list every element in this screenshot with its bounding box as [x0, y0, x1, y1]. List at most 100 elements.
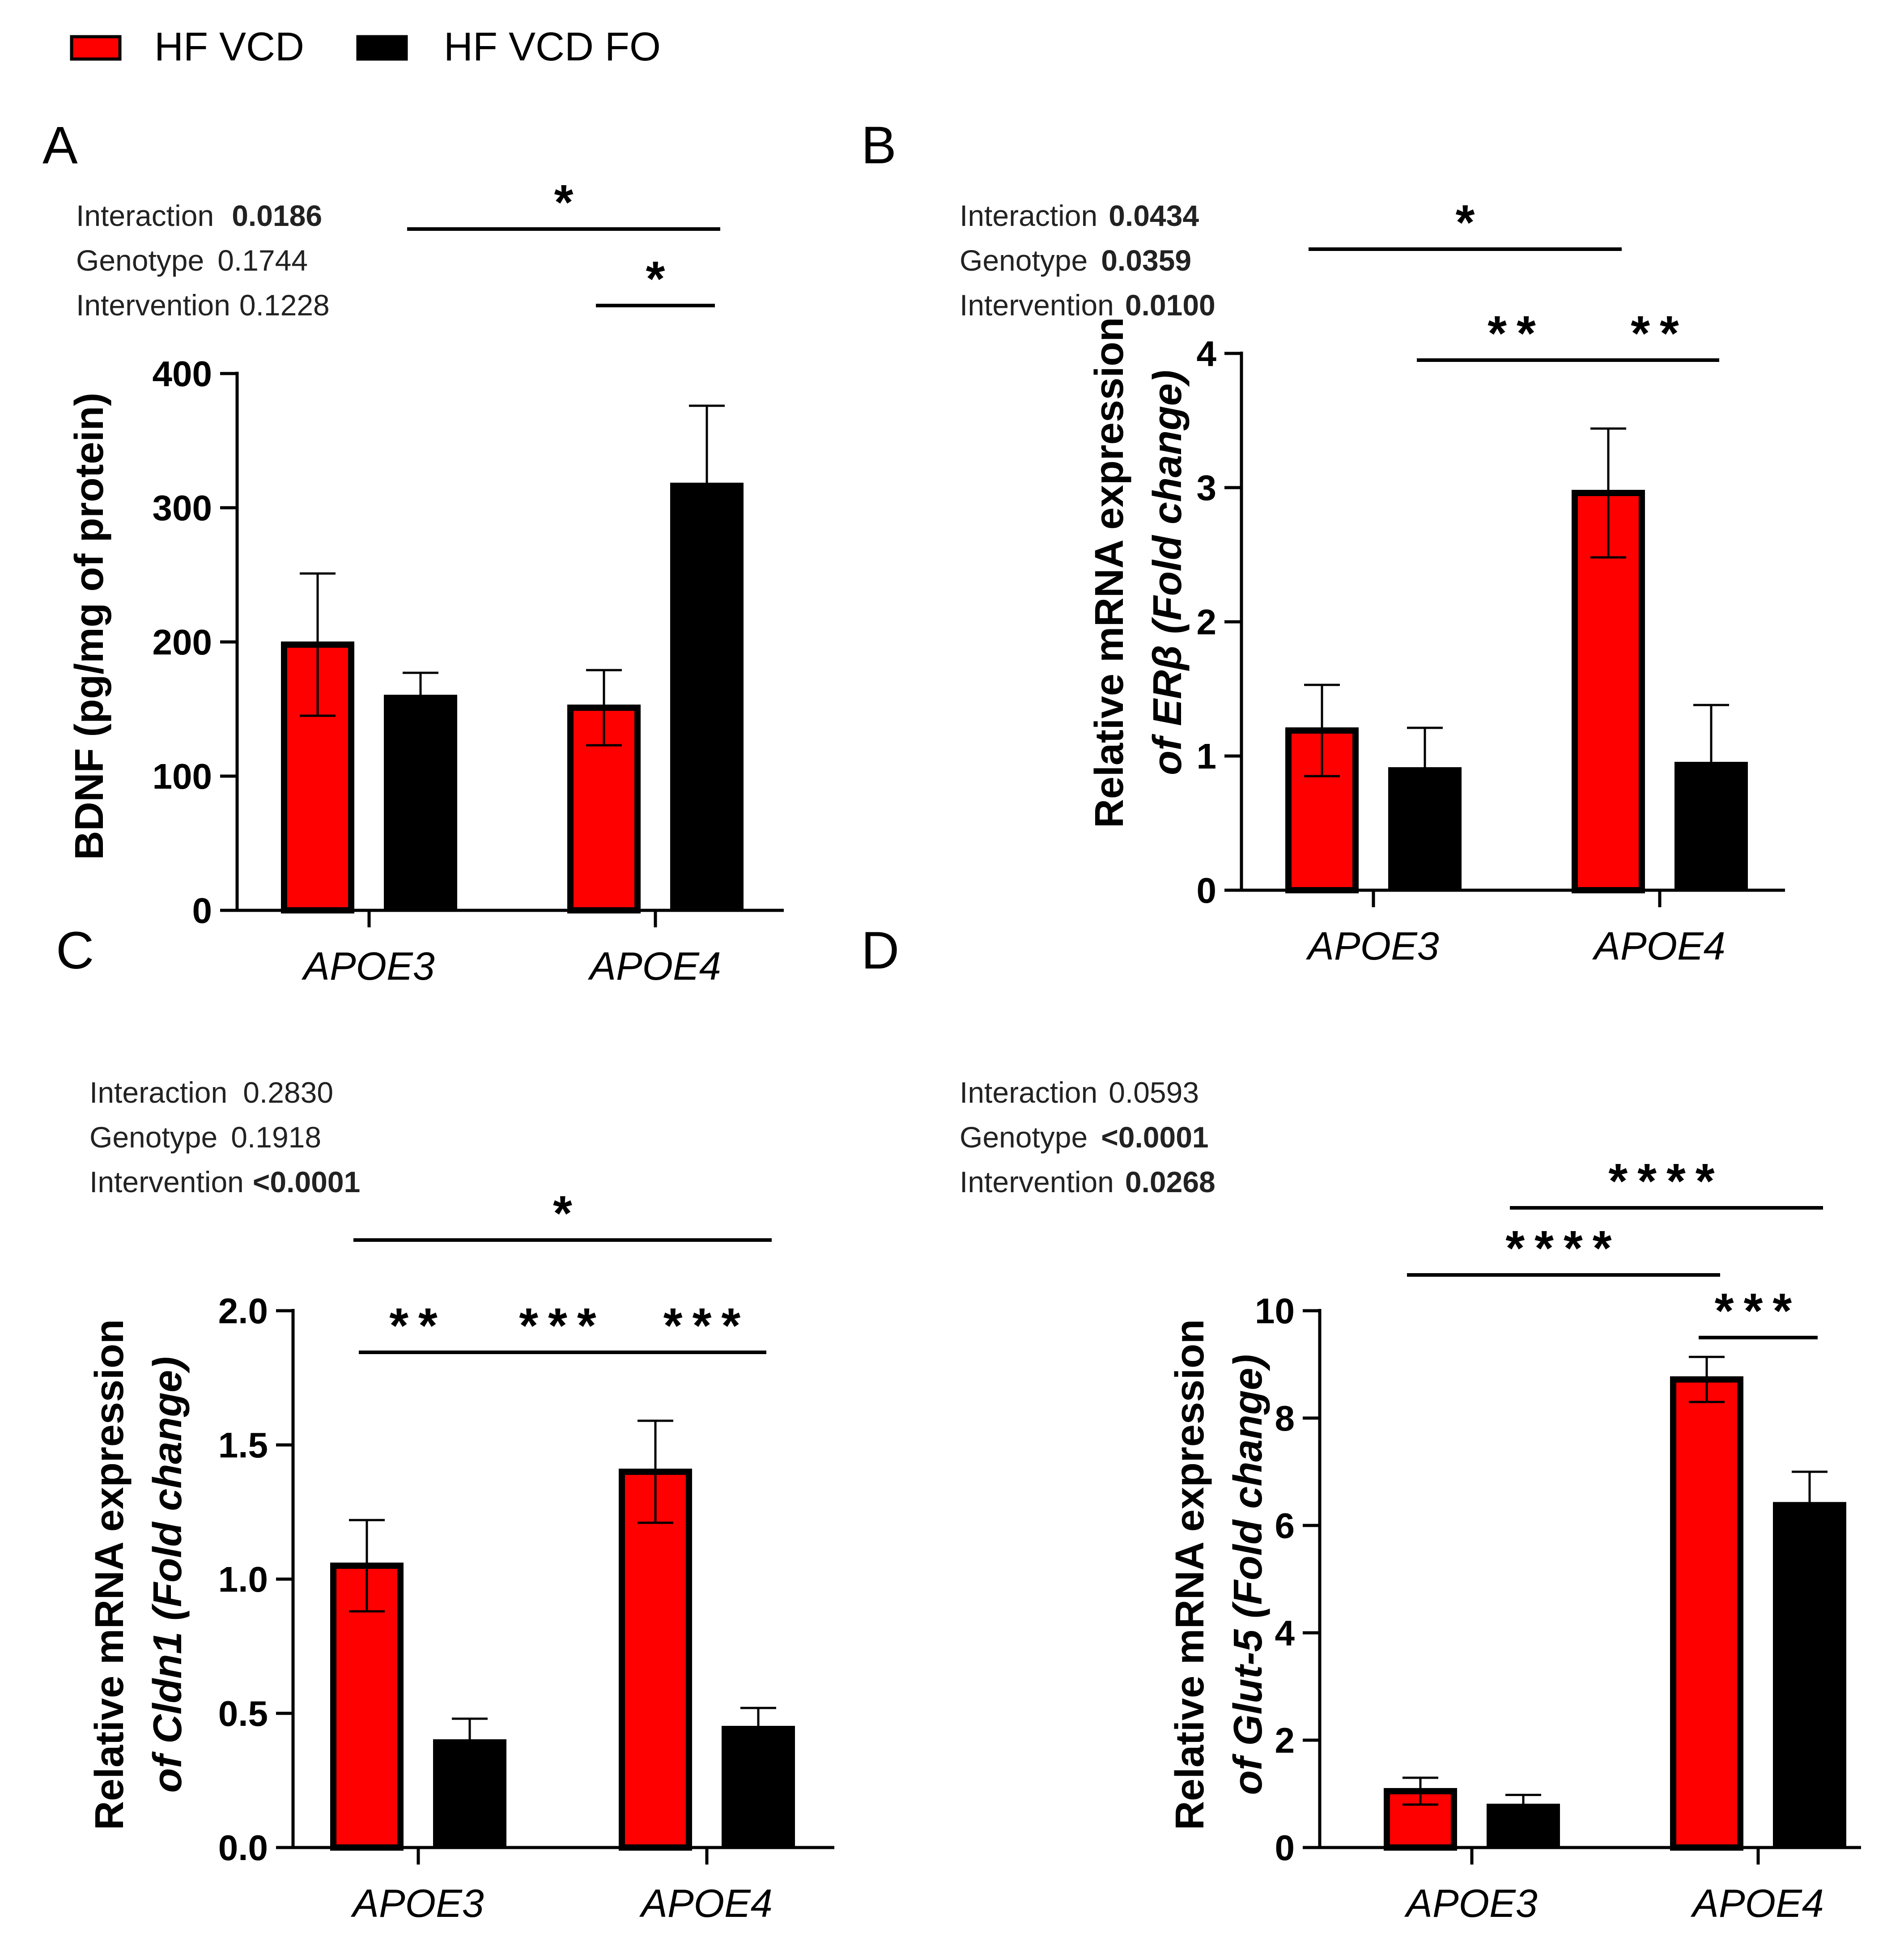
significance-label: ** [389, 1298, 447, 1353]
y-axis-label: Relative mRNA expression of Cldn1 (Fold c… [87, 1319, 190, 1830]
y-tick-label: 200 [153, 622, 212, 662]
stat-label: Intervention [89, 1165, 244, 1198]
stat-label: Genotype [960, 244, 1088, 277]
y-tick-label: 2 [1275, 1720, 1295, 1760]
legend-swatch-hf-vcd [70, 35, 122, 61]
y-tick-label: 4 [1197, 334, 1217, 374]
stat-line: Intervention 0.0268 [960, 1165, 1216, 1198]
significance-label: **** [1608, 1154, 1724, 1209]
legend: HF VCD HF VCD FO [70, 25, 661, 69]
y-tick-label: 100 [153, 756, 212, 796]
y-tick-label: 2.0 [218, 1291, 268, 1331]
stat-label: Interaction [960, 1076, 1097, 1109]
stat-line: Genotype <0.0001 [960, 1121, 1209, 1154]
significance-label: *** [1715, 1283, 1802, 1338]
significance-label: ** [1488, 306, 1546, 361]
bar-apoe3-hf-vcd-fo [433, 1739, 506, 1848]
bar-apoe4-hf-vcd [619, 1469, 692, 1851]
stat-value: 0.0593 [1109, 1076, 1199, 1109]
stats-block: Interaction 0.0434 Genotype 0.0359 Interve… [960, 199, 1216, 322]
y-tick-label: 1 [1197, 736, 1217, 776]
stats-block: Interaction 0.0593 Genotype <0.0001 Interv… [960, 1076, 1216, 1198]
stat-label: Interaction [89, 1076, 227, 1109]
stat-label: Intervention [960, 289, 1114, 322]
x-category-label: APOE3 [1404, 1881, 1538, 1925]
stat-label: Interaction [960, 199, 1097, 232]
stat-line: Interaction 0.0593 [960, 1076, 1199, 1109]
x-category-label: APOE3 [1305, 924, 1439, 968]
y-label-line-1: Relative mRNA expression [1168, 1319, 1212, 1830]
y-tick-label: 4 [1275, 1613, 1295, 1653]
stat-value: 0.1228 [239, 289, 330, 322]
y-tick-label: 1.5 [218, 1425, 268, 1465]
stat-line: Genotype 0.1744 [76, 244, 308, 277]
bar-apoe4-hf-vcd-fo [722, 1726, 795, 1848]
y-tick-label: 10 [1255, 1291, 1295, 1331]
stat-line: Interaction 0.2830 [89, 1076, 333, 1109]
stat-label: Genotype [89, 1121, 217, 1154]
y-label-line-1: BDNF (pg/mg of protein) [67, 393, 112, 860]
legend-label-hf-vcd: HF VCD [154, 25, 304, 69]
stats-block: Interaction 0.2830 Genotype 0.1918 Interve… [89, 1076, 360, 1198]
stat-value: 0.0186 [232, 199, 322, 232]
y-tick-label: 300 [153, 488, 212, 528]
stat-value: 0.0434 [1109, 199, 1199, 232]
stat-value: 0.0100 [1125, 289, 1216, 322]
bar-apoe4-hf-vcd-fo [1773, 1502, 1846, 1849]
significance-label: *** [519, 1298, 606, 1353]
stat-value: 0.1744 [217, 244, 308, 277]
panel-d: D Interaction 0.0593 Genotype <0.0001 Inte… [861, 921, 1861, 1925]
stat-line: Genotype 0.1918 [89, 1121, 321, 1154]
significance-label: * [1456, 195, 1475, 250]
plot-area: 0 100 200 300 400 APOE3 APOE4 * * [153, 175, 784, 988]
y-tick-label: 1.0 [218, 1559, 268, 1599]
y-tick-label: 0 [192, 891, 212, 930]
panel-c: C Interaction 0.2830 Genotype 0.1918 Inter… [56, 921, 834, 1925]
bar-apoe3-hf-vcd-fo [384, 695, 457, 911]
x-category-label: APOE3 [301, 944, 435, 988]
stat-line: Intervention 0.0100 [960, 289, 1216, 322]
y-tick-label: 0.0 [218, 1828, 268, 1868]
x-category-label: APOE3 [350, 1881, 484, 1925]
significance-label: * [646, 251, 665, 306]
panel-a: A Interaction 0.0186 Genotype 0.1744 Inter… [42, 116, 784, 988]
y-label-line-2: of ERβ (Fold change) [1145, 370, 1190, 775]
stat-line: Interaction 0.0434 [960, 199, 1199, 232]
y-tick-label: 3 [1197, 468, 1217, 508]
bar-apoe4-hf-vcd-fo [670, 483, 744, 911]
y-axis-label: Relative mRNA expression of ERβ (Fold cha… [1087, 317, 1190, 828]
significance-label: ** [1631, 306, 1689, 361]
y-tick-label: 0.5 [218, 1694, 268, 1733]
y-tick-label: 8 [1275, 1398, 1295, 1438]
legend-swatch-hf-vcd-fo [356, 35, 408, 61]
panel-letter: D [861, 921, 899, 980]
stat-value: <0.0001 [253, 1165, 360, 1198]
stat-label: Intervention [76, 289, 230, 322]
significance-label: *** [663, 1298, 750, 1353]
bar-apoe4-hf-vcd [1670, 1376, 1743, 1851]
y-axis-label: Relative mRNA expression of Glut-5 (Fold … [1168, 1319, 1271, 1830]
stat-line: Interaction 0.0186 [76, 199, 322, 232]
stat-line: Genotype 0.0359 [960, 244, 1191, 277]
stat-label: Intervention [960, 1165, 1114, 1198]
legend-label-hf-vcd-fo: HF VCD FO [444, 25, 661, 69]
significance-label: * [554, 175, 574, 230]
y-label-line-1: Relative mRNA expression [87, 1319, 132, 1830]
stat-label: Interaction [76, 199, 214, 232]
stat-value: 0.0359 [1101, 244, 1191, 277]
stat-value: 0.1918 [231, 1121, 321, 1154]
y-axis-label: BDNF (pg/mg of protein) [67, 393, 112, 860]
x-category-label: APOE4 [639, 1881, 772, 1925]
stats-block: Interaction 0.0186 Genotype 0.1744 Interve… [76, 199, 330, 322]
stat-label: Genotype [960, 1121, 1088, 1154]
x-category-label: APOE4 [1690, 1881, 1823, 1925]
y-tick-label: 6 [1275, 1506, 1295, 1546]
stat-value: <0.0001 [1101, 1121, 1208, 1154]
y-tick-label: 2 [1197, 602, 1217, 642]
panel-letter: A [42, 116, 78, 175]
